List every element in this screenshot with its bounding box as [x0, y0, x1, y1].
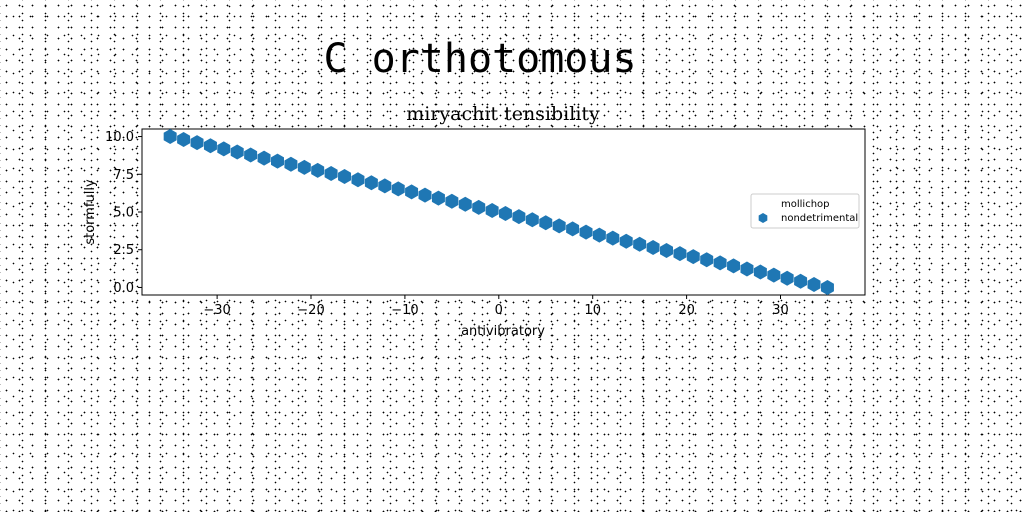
y-tick-label: 5.0 [113, 206, 134, 221]
chart-title: miryachit tensibility [406, 103, 600, 125]
x-tick-label: 10 [584, 303, 601, 318]
scatter-point [660, 242, 673, 258]
scatter-point [713, 255, 727, 271]
legend: mollichop nondetrimental [750, 193, 860, 229]
scatter-point [418, 187, 432, 203]
legend-label-nondetrimental: nondetrimental [781, 213, 858, 224]
y-axis-label: stormfully [83, 179, 98, 245]
scatter-point [324, 166, 338, 182]
scatter-point [284, 156, 298, 172]
scatter-point [351, 172, 365, 188]
scatter-point [297, 159, 311, 175]
scatter-point [740, 261, 754, 277]
y-axis-ticks: 0.0 2.5 5.0 7.5 10.0 [105, 130, 142, 296]
scatter-point [163, 129, 177, 145]
scatter-point [794, 273, 808, 289]
scatter-point [820, 279, 834, 295]
scatter-point [619, 233, 633, 249]
scatter-point [458, 196, 472, 212]
scatter-point [378, 178, 392, 194]
scatter-point [579, 224, 593, 240]
scatter-point [780, 270, 794, 286]
scatter-point [646, 239, 660, 255]
scatter-point [405, 184, 419, 200]
scatter-point [217, 141, 231, 157]
legend-box [750, 193, 860, 229]
scatter-point [633, 236, 647, 252]
x-tick-label: −20 [297, 303, 324, 318]
scatter-point [566, 221, 580, 237]
x-tick-label: 0 [495, 303, 503, 318]
scatter-point [498, 206, 512, 222]
scatter-point [338, 169, 352, 185]
legend-marker-nondetrimental [758, 213, 768, 223]
scatter-point [472, 199, 486, 215]
x-axis-ticks: −30 −20 −10 0 10 20 30 [203, 295, 789, 318]
scatter-point [485, 202, 499, 218]
scatter-point [539, 215, 553, 231]
x-tick-label: 20 [678, 303, 695, 318]
scatter-point [686, 249, 700, 265]
legend-label-mollichop: mollichop [781, 199, 830, 210]
scatter-point [177, 132, 191, 148]
scatter-point [257, 150, 271, 166]
figure-suptitle: C orthotomous [323, 36, 637, 82]
scatter-point [753, 264, 767, 280]
scatter-point [445, 193, 459, 209]
scatter-point [364, 175, 378, 191]
scatter-point [311, 162, 325, 178]
scatter-point [271, 153, 284, 169]
scatter-point [525, 212, 539, 228]
scatter-point [807, 276, 821, 292]
scatter-point [431, 190, 445, 206]
scatter-point [767, 267, 781, 283]
data-marks [163, 129, 834, 295]
x-tick-label: −10 [391, 303, 418, 318]
x-tick-label: 30 [772, 303, 789, 318]
scatter-point [203, 138, 217, 154]
y-tick-label: 10.0 [105, 130, 134, 145]
scatter-point [391, 181, 405, 197]
y-tick-label: 7.5 [113, 168, 134, 183]
x-axis-label: antivibratory [461, 324, 545, 339]
scatter-point [552, 218, 566, 234]
scatter-point [230, 144, 244, 160]
scatter-point [727, 258, 741, 274]
x-tick-label: −30 [203, 303, 230, 318]
scatter-point [673, 246, 687, 262]
y-tick-label: 2.5 [113, 243, 134, 258]
scatter-point [592, 227, 606, 243]
scatter-point [512, 209, 526, 225]
scatter-point [244, 147, 258, 163]
scatter-point [606, 230, 620, 246]
y-tick-label: 0.0 [113, 281, 134, 296]
scatter-point [700, 252, 714, 268]
scatter-point [190, 135, 204, 151]
